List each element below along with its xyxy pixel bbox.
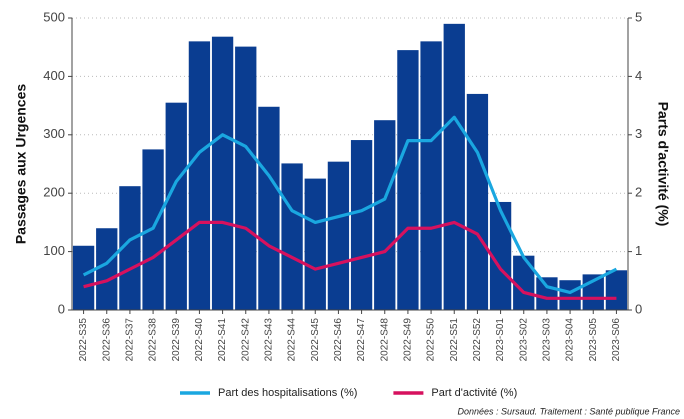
- bar: [443, 23, 465, 311]
- bar: [350, 140, 373, 310]
- source-note: Données : Sursaud. Traitement : Santé pu…: [458, 406, 680, 416]
- x-tick-label: 2023-S04: [565, 318, 576, 362]
- x-tick-label: 2022-S48: [379, 318, 390, 362]
- x-tick-label: 2022-S51: [449, 318, 460, 362]
- bar: [188, 41, 211, 311]
- y2-tick-label: 2: [635, 185, 642, 200]
- x-tick-label: 2022-S49: [403, 318, 414, 362]
- bar: [327, 161, 350, 310]
- bar: [258, 106, 280, 310]
- x-tick-label: 2022-S35: [78, 318, 89, 362]
- line: [83, 220, 617, 300]
- bar: [559, 280, 581, 310]
- x-tick-label: 2022-S38: [148, 318, 159, 362]
- bar: [304, 178, 326, 310]
- bar: [72, 245, 95, 310]
- bar: [281, 163, 303, 310]
- x-tick-label: 2022-S39: [171, 318, 182, 362]
- x-tick-label: 2022-S43: [264, 318, 275, 362]
- bar: [397, 50, 419, 311]
- bar: [536, 277, 558, 310]
- x-tick-label: 2022-S36: [101, 318, 112, 362]
- x-tick-label: 2022-S47: [356, 318, 367, 362]
- x-tick-label: 2023-S02: [518, 318, 529, 362]
- bar: [165, 102, 187, 311]
- bar: [513, 255, 535, 310]
- x-tick-label: 2023-S01: [495, 318, 506, 362]
- bar: [605, 270, 628, 310]
- x-tick-label: 2023-S05: [588, 318, 599, 362]
- bar: [489, 201, 512, 310]
- y2-axis-title: Parts d'activité (%): [655, 102, 671, 227]
- legend-label: Part d'activité (%): [431, 387, 517, 399]
- x-tick-label: 2022-S37: [125, 318, 136, 362]
- y-tick-label: 200: [43, 185, 65, 200]
- legend-label: Part des hospitalisations (%): [218, 387, 357, 399]
- y2-tick-label: 4: [635, 68, 642, 83]
- y-tick-label: 0: [58, 301, 65, 316]
- x-tick-label: 2023-S03: [542, 318, 553, 362]
- bar: [420, 41, 442, 311]
- y2-tick-label: 5: [635, 9, 642, 24]
- x-tick-label: 2023-S06: [611, 318, 622, 362]
- x-tick-label: 2022-S46: [333, 318, 344, 362]
- x-tick-label: 2022-S50: [426, 318, 437, 362]
- x-tick-label: 2022-S41: [217, 318, 228, 362]
- y-tick-label: 300: [43, 126, 65, 141]
- x-tick-label: 2022-S44: [287, 318, 298, 362]
- y-tick-label: 500: [43, 9, 65, 24]
- line: [82, 115, 618, 295]
- y-axis-title: Passages aux Urgences: [13, 84, 29, 245]
- bar: [211, 36, 234, 311]
- bar: [466, 93, 489, 310]
- bar: [235, 46, 257, 311]
- y2-tick-label: 1: [635, 243, 642, 258]
- x-tick-label: 2022-S45: [310, 318, 321, 362]
- x-tick-label: 2022-S40: [194, 318, 205, 362]
- y2-tick-label: 3: [635, 126, 642, 141]
- y2-tick-label: 0: [635, 301, 642, 316]
- bar: [96, 228, 118, 310]
- bar: [119, 186, 141, 310]
- bar: [374, 120, 396, 310]
- y-tick-label: 100: [43, 243, 65, 258]
- y-tick-label: 400: [43, 68, 65, 83]
- x-tick-label: 2022-S52: [472, 318, 483, 362]
- x-tick-label: 2022-S42: [240, 318, 251, 362]
